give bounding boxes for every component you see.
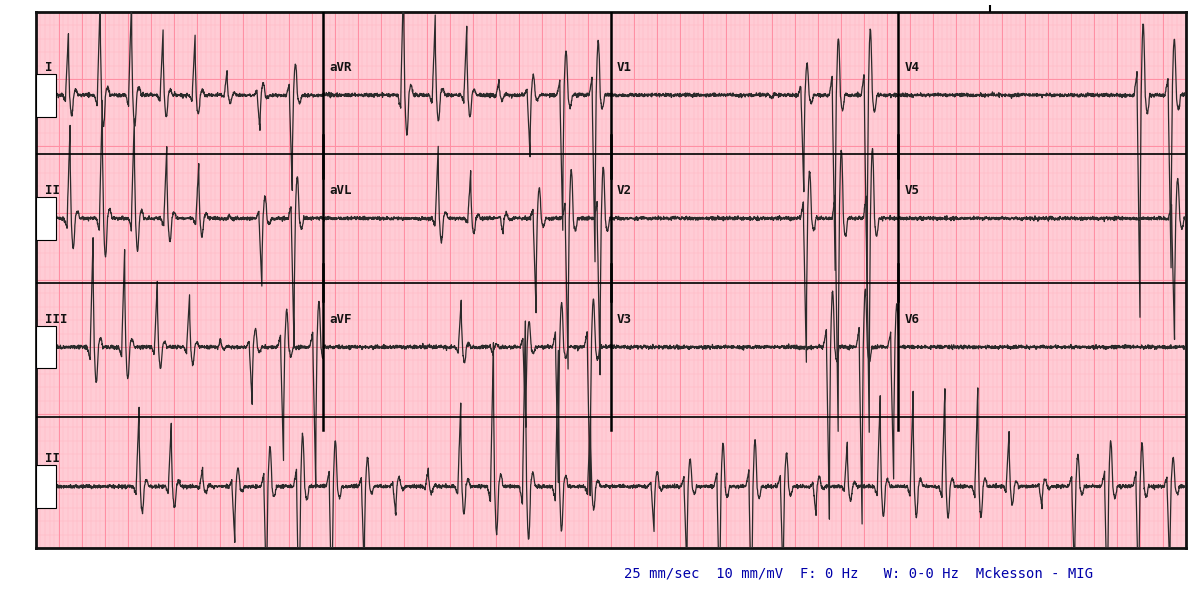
Text: V6: V6 <box>905 313 919 326</box>
Text: V4: V4 <box>905 61 919 74</box>
Text: V3: V3 <box>616 313 632 326</box>
Text: III: III <box>45 313 68 326</box>
Bar <box>36 465 56 508</box>
Bar <box>36 197 56 240</box>
Bar <box>36 74 56 117</box>
Text: II: II <box>45 452 60 465</box>
Bar <box>36 326 56 368</box>
Text: aVL: aVL <box>329 184 352 197</box>
Text: aVF: aVF <box>329 313 352 326</box>
Text: I: I <box>45 61 52 74</box>
Text: 25 mm/sec  10 mm/mV  F: 0 Hz   W: 0-0 Hz  Mckesson - MIG: 25 mm/sec 10 mm/mV F: 0 Hz W: 0-0 Hz Mck… <box>623 567 1093 581</box>
Text: V1: V1 <box>616 61 632 74</box>
Text: V5: V5 <box>905 184 919 197</box>
Text: aVR: aVR <box>329 61 352 74</box>
Text: II: II <box>45 184 60 197</box>
Text: V2: V2 <box>616 184 632 197</box>
